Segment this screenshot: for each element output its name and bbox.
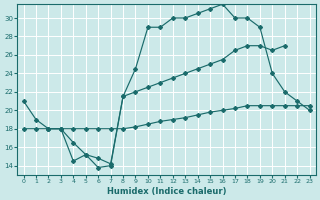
X-axis label: Humidex (Indice chaleur): Humidex (Indice chaleur)	[107, 187, 226, 196]
